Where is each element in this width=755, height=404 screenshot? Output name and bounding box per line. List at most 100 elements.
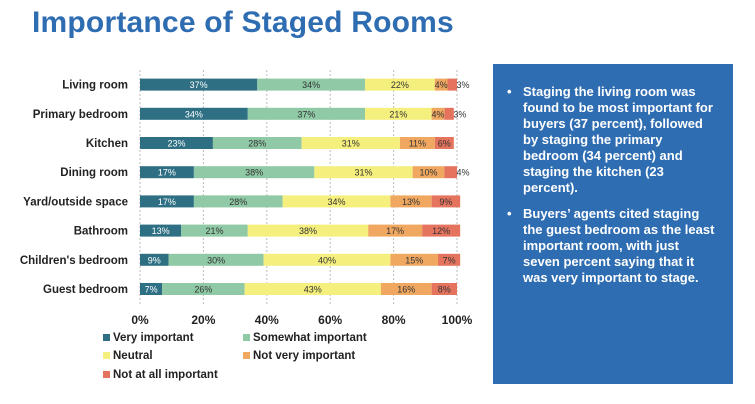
bullet-dot-icon: • bbox=[507, 206, 512, 221]
bar-segment bbox=[140, 78, 258, 91]
bar-segment bbox=[212, 137, 302, 149]
data-label: 15% bbox=[405, 255, 423, 265]
data-label: 17% bbox=[386, 226, 404, 236]
bar-segment bbox=[431, 283, 457, 295]
bar-segment bbox=[431, 195, 461, 208]
data-label: 38% bbox=[245, 168, 263, 178]
legend-label: Not at all important bbox=[113, 369, 218, 381]
data-label: 4% bbox=[435, 80, 448, 90]
bar-segment bbox=[244, 283, 381, 295]
data-label: 4% bbox=[431, 109, 444, 119]
data-label: 23% bbox=[167, 139, 185, 149]
data-label: 9% bbox=[148, 255, 161, 265]
data-label: 12% bbox=[432, 226, 450, 236]
data-label: 30% bbox=[207, 255, 225, 265]
x-tick-label: 20% bbox=[191, 313, 215, 327]
data-label: 34% bbox=[328, 197, 346, 207]
legend-label: Not very important bbox=[253, 350, 355, 362]
bar-segment bbox=[365, 78, 435, 91]
data-label: 38% bbox=[299, 226, 317, 236]
data-label: 21% bbox=[389, 109, 407, 119]
bar-segment bbox=[444, 107, 454, 120]
summary-bullet-text: Buyers’ agents cited staging the guest b… bbox=[523, 206, 715, 285]
category-label: Living room bbox=[62, 80, 128, 92]
category-label: Bathroom bbox=[74, 226, 128, 238]
bar-segment bbox=[282, 195, 391, 208]
bar-segment bbox=[247, 224, 369, 237]
bar-segment bbox=[301, 137, 400, 149]
summary-bullet-1: • Staging the living room was found to b… bbox=[505, 84, 719, 196]
bar-segment bbox=[140, 107, 248, 120]
data-label: 21% bbox=[205, 226, 223, 236]
data-label: 28% bbox=[248, 139, 266, 149]
bar-segment bbox=[247, 107, 366, 120]
data-label: 31% bbox=[342, 139, 360, 149]
data-label: 43% bbox=[304, 285, 322, 295]
bar-segment bbox=[422, 224, 461, 237]
data-label: 4% bbox=[456, 168, 469, 178]
bar-segment bbox=[444, 166, 457, 179]
category-label: Kitchen bbox=[86, 138, 128, 150]
bar-segment bbox=[437, 253, 461, 266]
bar-segment bbox=[140, 195, 194, 208]
bar-segment bbox=[140, 224, 182, 237]
summary-bullet-text: Staging the living room was found to be … bbox=[523, 84, 713, 195]
bar-segment bbox=[380, 283, 432, 295]
legend-label: Somewhat important bbox=[253, 332, 367, 344]
bar-segment bbox=[314, 166, 413, 179]
category-label: Guest bedroom bbox=[43, 284, 128, 296]
data-label: 37% bbox=[190, 80, 208, 90]
data-label: 11% bbox=[409, 139, 426, 149]
data-label: 28% bbox=[229, 197, 247, 207]
summary-bullets: • Staging the living room was found to b… bbox=[505, 84, 719, 286]
legend-swatch bbox=[243, 334, 250, 341]
data-label: 31% bbox=[354, 168, 372, 178]
legend-swatch bbox=[103, 334, 110, 341]
legend-label: Very important bbox=[113, 332, 194, 344]
bar-segment bbox=[193, 166, 315, 179]
bar-segment bbox=[399, 137, 435, 149]
data-label: 22% bbox=[391, 80, 409, 90]
bar-segment bbox=[263, 253, 391, 266]
bar-segment bbox=[447, 78, 457, 91]
legend-swatch bbox=[103, 371, 110, 378]
bar-segment bbox=[168, 253, 264, 266]
bar-segment bbox=[368, 224, 423, 237]
legend-label: Neutral bbox=[113, 350, 153, 362]
category-label: Primary bedroom bbox=[33, 109, 128, 121]
data-label: 34% bbox=[185, 109, 203, 119]
bar-segment bbox=[431, 107, 445, 120]
x-tick-label: 40% bbox=[255, 313, 279, 327]
bar-segment bbox=[140, 137, 213, 149]
bar-segment bbox=[162, 283, 245, 295]
data-label: 3% bbox=[453, 109, 466, 119]
data-label: 13% bbox=[152, 226, 170, 236]
bar-segment bbox=[412, 166, 445, 179]
stacked-bar-chart: 37% 34% 22% 4% 3% 34% 37% 21% 4% 3% 23% 28% 31% 11% 6%… bbox=[20, 70, 473, 381]
x-tick-label: 0% bbox=[131, 313, 149, 327]
data-label: 17% bbox=[158, 168, 176, 178]
x-tick-label: 80% bbox=[382, 313, 406, 327]
summary-bullet-2: • Buyers’ agents cited staging the guest… bbox=[505, 206, 719, 286]
legend-swatch bbox=[243, 352, 250, 359]
data-label: 34% bbox=[302, 80, 320, 90]
bar-segment bbox=[140, 166, 194, 179]
data-label: 37% bbox=[297, 109, 315, 119]
data-label: 8% bbox=[438, 285, 451, 295]
data-label: 16% bbox=[397, 285, 415, 295]
data-label: 9% bbox=[439, 197, 452, 207]
category-label: Children's bedroom bbox=[20, 255, 128, 267]
data-label: 26% bbox=[194, 285, 212, 295]
data-label: 17% bbox=[158, 197, 176, 207]
chart-title: Importance of Staged Rooms bbox=[32, 6, 454, 39]
bar-segment bbox=[140, 283, 163, 295]
bar-segment bbox=[390, 195, 432, 208]
bar-segment bbox=[140, 253, 169, 266]
summary-panel: • Staging the living room was found to b… bbox=[493, 64, 733, 384]
bar-segment bbox=[365, 107, 432, 120]
data-label: 10% bbox=[419, 168, 437, 178]
bar-segment bbox=[181, 224, 248, 237]
x-tick-label: 60% bbox=[318, 313, 342, 327]
category-label: Yard/outside space bbox=[23, 196, 128, 208]
bar-segment bbox=[434, 78, 448, 91]
